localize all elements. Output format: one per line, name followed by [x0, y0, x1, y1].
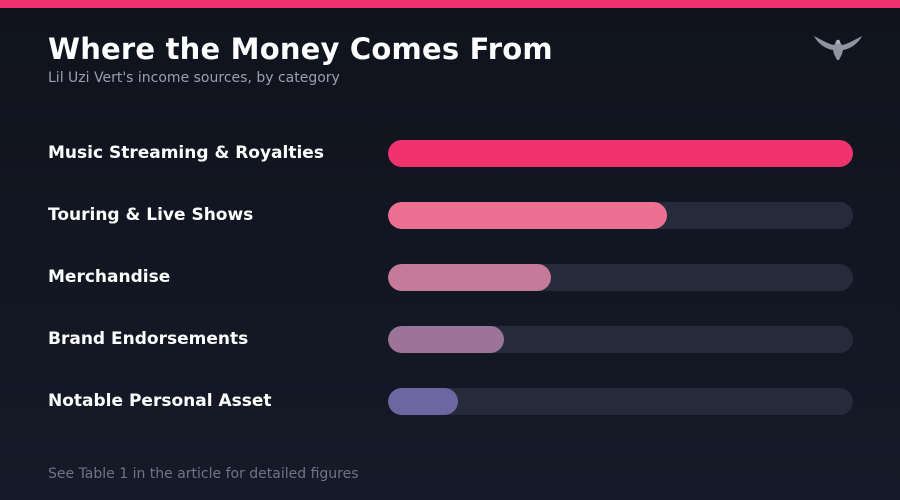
bar-row: Touring & Live Shows [0, 202, 900, 230]
bar-track [388, 202, 853, 229]
bar-row: Music Streaming & Royalties [0, 140, 900, 168]
bar-label: Touring & Live Shows [48, 205, 254, 225]
bar-track [388, 326, 853, 353]
eagle-icon [814, 36, 862, 60]
bar-fill [388, 202, 667, 229]
bar-track [388, 264, 853, 291]
bar-fill [388, 140, 853, 167]
bar-row: Notable Personal Asset [0, 388, 900, 416]
bar-label: Merchandise [48, 267, 171, 287]
bar-fill [388, 326, 504, 353]
top-accent-stripe [0, 0, 900, 8]
bar-label: Music Streaming & Royalties [48, 143, 324, 163]
bar-label: Notable Personal Asset [48, 391, 272, 411]
footnote: See Table 1 in the article for detailed … [48, 466, 359, 482]
bar-label: Brand Endorsements [48, 329, 249, 349]
bar-track [388, 140, 853, 167]
chart-title: Where the Money Comes From [48, 32, 553, 66]
bar-fill [388, 388, 458, 415]
bar-track [388, 388, 853, 415]
chart-subtitle: Lil Uzi Vert's income sources, by catego… [48, 70, 340, 86]
bar-row: Merchandise [0, 264, 900, 292]
bar-row: Brand Endorsements [0, 326, 900, 354]
bar-fill [388, 264, 551, 291]
